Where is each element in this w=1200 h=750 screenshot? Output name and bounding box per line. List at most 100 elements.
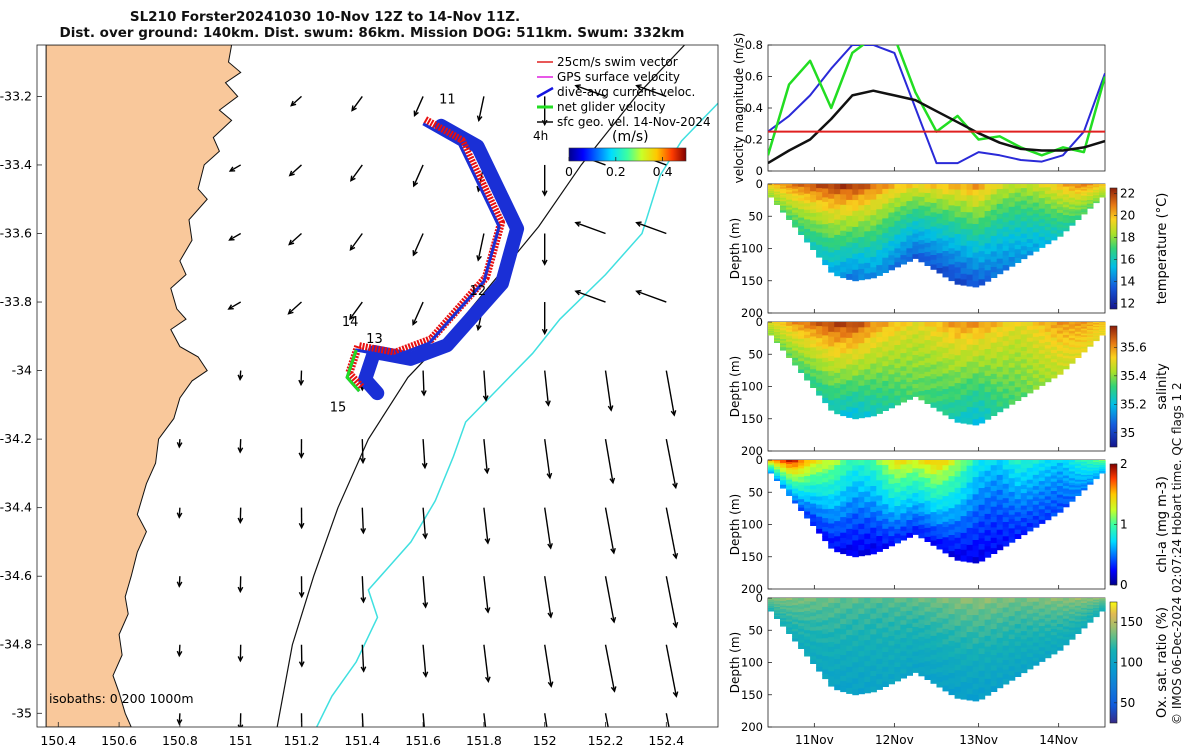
velocity-arrowhead	[574, 84, 581, 90]
section-cell	[786, 477, 793, 481]
section-cell	[822, 491, 829, 497]
section-cell	[1099, 194, 1106, 196]
section-cell	[936, 514, 944, 520]
section-cell	[768, 604, 775, 606]
section-cell	[1008, 331, 1016, 337]
section-cell	[930, 383, 938, 389]
section-cell	[972, 252, 980, 259]
section-cell	[792, 338, 799, 342]
velocity-arrow	[478, 96, 485, 121]
section-cell	[1099, 462, 1106, 464]
section-cell	[1002, 236, 1010, 242]
section-cell	[792, 212, 799, 216]
section-cell	[1014, 396, 1022, 401]
section-cell	[888, 659, 895, 666]
section-cell	[1026, 377, 1034, 382]
section-cell	[822, 219, 829, 225]
section-cell	[966, 223, 974, 230]
section-cell	[834, 664, 841, 670]
section-cell	[936, 193, 944, 200]
section-cell	[906, 360, 913, 366]
section-cell	[990, 209, 998, 216]
section-cell	[846, 507, 853, 514]
section-cell	[786, 187, 793, 191]
section-cell	[906, 231, 913, 237]
section-cell	[972, 396, 980, 403]
section-cell	[1002, 203, 1010, 209]
section-cell	[942, 603, 950, 609]
section-cell	[1062, 324, 1070, 328]
section-cell	[870, 634, 877, 641]
section-cell	[888, 498, 895, 504]
section-cell	[882, 198, 889, 205]
section-cell	[1056, 462, 1064, 467]
section-cell	[810, 198, 817, 203]
section-cell	[876, 382, 883, 389]
section-cell	[828, 361, 835, 367]
section-cell	[1050, 196, 1058, 201]
section-cell	[882, 223, 889, 229]
section-cell	[1086, 602, 1094, 604]
section-cell	[936, 228, 944, 234]
section-cell	[1099, 461, 1106, 463]
section-cell	[978, 654, 986, 661]
section-cell	[1014, 391, 1022, 397]
section-cell	[966, 389, 974, 397]
section-cell	[828, 232, 835, 239]
section-cell	[918, 472, 925, 478]
section-cell	[1086, 186, 1094, 189]
section-cell	[894, 464, 901, 470]
section-cell	[822, 633, 829, 639]
section-cell	[1093, 185, 1100, 187]
colorbar-tick-label: 50	[1120, 696, 1135, 710]
section-cell	[804, 370, 811, 375]
section-cell	[1014, 499, 1022, 505]
section-cell	[906, 602, 913, 608]
section-cell	[792, 341, 799, 345]
section-cell	[1050, 491, 1058, 495]
section-cell	[840, 639, 847, 646]
section-cell	[1062, 366, 1070, 370]
section-cell	[1032, 228, 1040, 233]
section-cell	[888, 212, 895, 218]
section-cell	[924, 665, 932, 671]
section-cell	[1020, 472, 1028, 478]
section-cell	[1099, 192, 1106, 194]
section-cell	[840, 613, 847, 620]
section-cell	[930, 322, 938, 328]
section-cell	[1020, 606, 1028, 611]
section-cell	[810, 187, 817, 192]
section-cell	[876, 633, 883, 640]
section-cell	[1086, 339, 1094, 342]
section-cell	[1020, 388, 1028, 393]
section-cell	[1093, 331, 1100, 333]
velocity-arrowhead	[227, 304, 234, 310]
section-cell	[894, 634, 901, 640]
section-cell	[942, 332, 950, 339]
section-cell	[810, 376, 817, 381]
section-cell	[918, 218, 925, 224]
section-cell	[870, 486, 877, 492]
section-cell	[774, 470, 781, 472]
section-cell	[1026, 649, 1034, 654]
section-cell	[930, 678, 938, 684]
section-cell	[1026, 223, 1034, 228]
section-cell	[906, 364, 913, 370]
section-cell	[786, 184, 793, 187]
section-cell	[876, 347, 883, 353]
section-cell	[1038, 601, 1046, 606]
section-cell	[1026, 365, 1034, 370]
section-cell	[918, 386, 925, 392]
velocity-arrow	[604, 644, 616, 692]
section-cell	[1020, 493, 1028, 498]
section-cell	[1068, 184, 1076, 187]
section-cell	[924, 211, 932, 217]
section-cell	[900, 486, 907, 492]
section-cell	[1093, 324, 1100, 326]
section-cell	[936, 263, 944, 269]
section-cell	[930, 631, 938, 637]
colorbar-tick-label: 35.4	[1120, 369, 1147, 383]
section-cell	[774, 598, 781, 600]
section-cell	[822, 509, 829, 515]
